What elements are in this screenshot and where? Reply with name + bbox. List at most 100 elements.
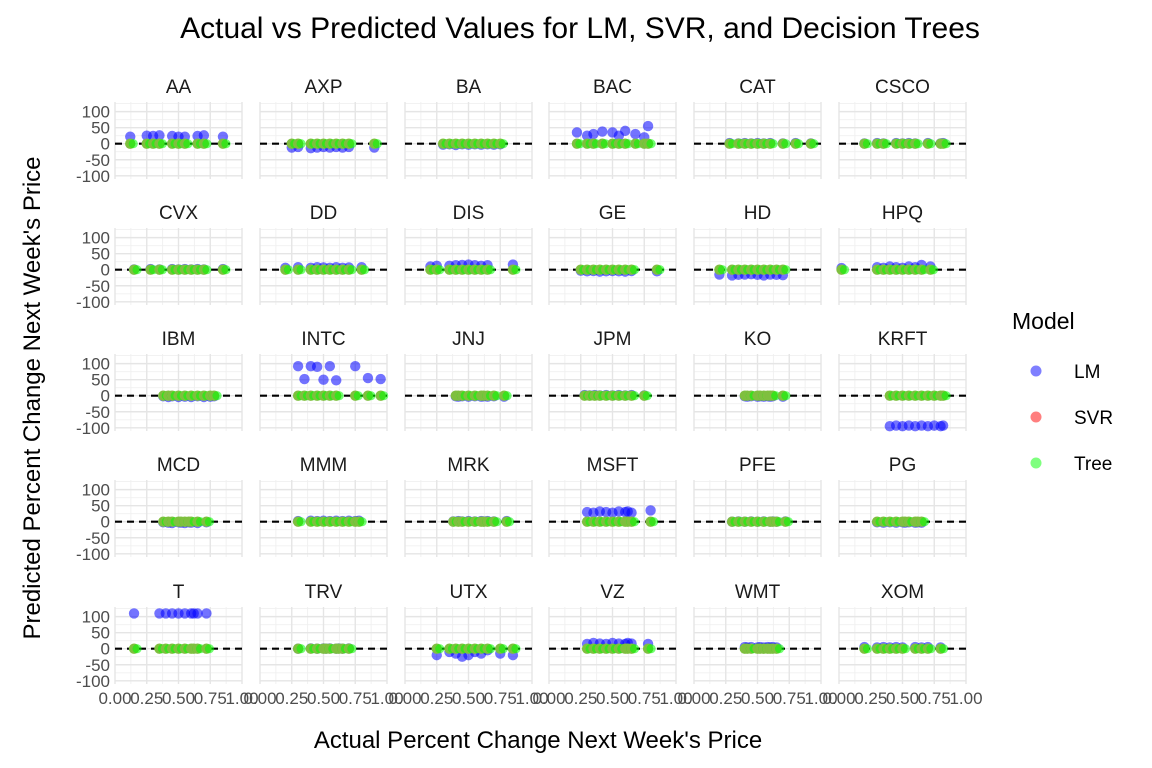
- tree-point: [839, 265, 850, 275]
- legend-label: SVR: [1074, 408, 1113, 429]
- tree-point: [128, 139, 138, 149]
- legend-item-tree: Tree: [1030, 454, 1112, 475]
- facet-strip-label: KO: [744, 329, 771, 350]
- lm-point: [311, 361, 323, 373]
- tree-point: [629, 391, 640, 401]
- tree-point: [435, 644, 445, 654]
- tree-point: [485, 265, 496, 275]
- facet-strip-label: AXP: [304, 77, 342, 98]
- tree-point: [132, 644, 142, 654]
- y-tick-label: -50: [85, 403, 110, 422]
- panel-jpm: JPM: [548, 329, 677, 431]
- tree-point: [783, 517, 794, 527]
- facet-strip-label: PG: [889, 455, 916, 476]
- tree-point: [505, 517, 515, 527]
- tree-point: [900, 644, 911, 654]
- tree-point: [157, 139, 168, 149]
- x-tick-label: 0.75: [918, 689, 951, 708]
- tree-point: [157, 265, 168, 275]
- x-tick-label: 0.25: [275, 689, 308, 708]
- lm-point: [630, 128, 641, 140]
- tree-point: [919, 517, 930, 527]
- facet-strip-label: MMM: [300, 455, 347, 476]
- y-tick-label: 50: [91, 497, 110, 516]
- tree-point: [498, 644, 508, 654]
- x-tick-label: 0.50: [162, 689, 195, 708]
- facet-strip-label: VZ: [600, 582, 625, 603]
- facet-strip-label: DD: [310, 203, 337, 224]
- facet-strip-label: AA: [166, 77, 192, 98]
- panel-axp: AXP: [259, 77, 388, 179]
- y-tick-label: 0: [101, 640, 110, 659]
- tree-point: [283, 265, 293, 275]
- tree-point: [492, 517, 502, 527]
- tree-point: [646, 644, 656, 654]
- tree-point: [941, 391, 951, 401]
- y-tick-label: 50: [91, 119, 110, 138]
- tree-point: [781, 265, 791, 275]
- panel-krft: KRFT: [838, 329, 967, 432]
- x-tick-label: 0.25: [709, 689, 742, 708]
- y-tick-label: -50: [85, 656, 110, 675]
- panel-xom: XOM 0.000.250.500.751.00: [822, 582, 982, 708]
- y-tick-label: 0: [101, 387, 110, 406]
- tree-point: [649, 517, 659, 527]
- panel-csco: CSCO: [838, 77, 967, 179]
- panel-vz: VZ 0.000.250.500.751.00: [532, 582, 692, 708]
- panel-dd: DD: [259, 203, 388, 305]
- tree-point: [435, 265, 445, 275]
- x-tick-label: 0.75: [773, 689, 806, 708]
- tree-point: [881, 139, 892, 149]
- tree-point: [771, 391, 781, 401]
- tree-point: [941, 139, 951, 149]
- y-tick-label: 0: [101, 513, 110, 532]
- lm-point: [588, 128, 599, 140]
- facet-strip-label: CSCO: [875, 77, 930, 98]
- lm-point: [597, 126, 608, 137]
- tree-point: [913, 139, 923, 149]
- tree-point: [347, 139, 357, 149]
- facet-strip-label: INTC: [301, 329, 345, 350]
- tree-point: [202, 139, 212, 149]
- lm-point: [324, 360, 336, 372]
- x-tick-label: 1.00: [949, 689, 982, 708]
- facet-strip-label: CAT: [739, 77, 776, 98]
- facet-strip-label: BA: [456, 77, 482, 98]
- y-tick-label: 100: [82, 608, 110, 627]
- x-tick-label: 1.00: [225, 689, 258, 708]
- lm-point: [201, 608, 212, 619]
- panel-hd: HD: [693, 203, 822, 305]
- facet-strip-label: JNJ: [452, 329, 485, 350]
- tree-point: [629, 517, 640, 527]
- tree-point: [347, 644, 357, 654]
- tree-point: [646, 139, 656, 149]
- panel-cat: CAT: [693, 77, 822, 179]
- lm-point: [571, 127, 583, 138]
- x-axis-label: Actual Percent Change Next Week's Price: [314, 727, 762, 754]
- legend-key: [1030, 411, 1042, 423]
- y-tick-label: -100: [76, 545, 110, 564]
- tree-point: [600, 139, 610, 149]
- panel-hpq: HPQ: [836, 203, 967, 305]
- tree-point: [629, 265, 640, 275]
- tree-point: [357, 517, 367, 527]
- x-tick-label: 0.75: [194, 689, 227, 708]
- x-tick-label: 0.50: [596, 689, 629, 708]
- panel-msft: MSFT: [548, 455, 677, 557]
- lm-point: [937, 420, 949, 431]
- facet-strip-label: MCD: [157, 455, 200, 476]
- tree-point: [926, 139, 936, 149]
- lm-point: [620, 125, 631, 137]
- tree-point: [379, 391, 389, 401]
- panel-ge: GE: [548, 203, 677, 305]
- x-tick-label: 0.75: [339, 689, 372, 708]
- y-tick-label: -50: [85, 151, 110, 170]
- legend: Model LM SVR Tree: [1012, 308, 1113, 475]
- facet-strip-label: T: [173, 582, 185, 603]
- panel-dis: DIS: [404, 203, 533, 305]
- y-tick-label: 0: [101, 135, 110, 154]
